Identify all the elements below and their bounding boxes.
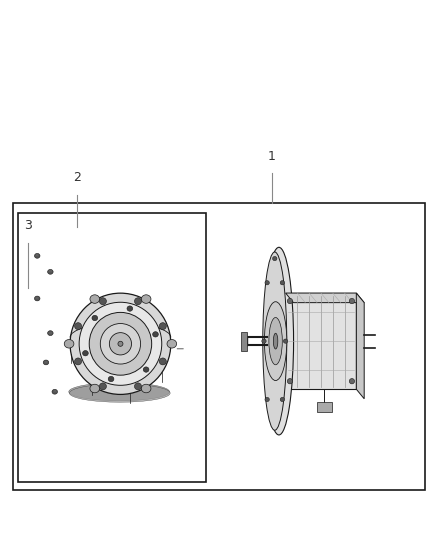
Ellipse shape (90, 295, 99, 303)
Ellipse shape (52, 389, 57, 394)
Ellipse shape (263, 252, 287, 430)
Ellipse shape (280, 280, 285, 285)
Ellipse shape (283, 339, 288, 343)
Ellipse shape (349, 298, 354, 304)
Ellipse shape (83, 351, 88, 356)
Ellipse shape (262, 339, 266, 343)
Ellipse shape (110, 333, 131, 355)
Ellipse shape (280, 398, 285, 402)
Bar (317, 402, 332, 411)
Ellipse shape (64, 340, 74, 348)
Polygon shape (356, 293, 364, 399)
Text: 2: 2 (73, 171, 81, 184)
Ellipse shape (79, 302, 162, 385)
Ellipse shape (69, 383, 170, 401)
Ellipse shape (159, 358, 166, 365)
Text: 1: 1 (268, 150, 276, 163)
Ellipse shape (265, 398, 269, 402)
Polygon shape (286, 293, 364, 303)
Ellipse shape (349, 378, 354, 384)
Ellipse shape (269, 318, 283, 365)
Ellipse shape (159, 322, 166, 329)
Ellipse shape (127, 306, 133, 311)
Ellipse shape (35, 253, 40, 258)
Ellipse shape (90, 384, 99, 393)
Ellipse shape (99, 298, 106, 305)
Ellipse shape (287, 378, 293, 384)
Bar (286, 293, 356, 389)
Ellipse shape (134, 383, 141, 390)
Ellipse shape (69, 384, 170, 402)
Ellipse shape (92, 316, 98, 321)
Ellipse shape (167, 340, 177, 348)
Ellipse shape (48, 330, 53, 336)
Ellipse shape (143, 367, 149, 372)
Ellipse shape (272, 256, 277, 261)
Bar (13, 203, 425, 490)
Ellipse shape (74, 322, 81, 329)
Ellipse shape (43, 360, 49, 365)
Ellipse shape (273, 333, 278, 349)
Ellipse shape (134, 298, 141, 305)
Ellipse shape (35, 296, 40, 301)
Ellipse shape (108, 376, 114, 382)
Text: 3: 3 (25, 219, 32, 232)
Ellipse shape (141, 384, 151, 393)
Ellipse shape (152, 332, 158, 337)
Ellipse shape (48, 269, 53, 274)
Ellipse shape (287, 298, 293, 304)
Ellipse shape (265, 280, 269, 285)
Ellipse shape (74, 358, 81, 365)
Ellipse shape (264, 247, 293, 435)
Ellipse shape (100, 324, 141, 364)
Ellipse shape (265, 302, 287, 381)
Ellipse shape (70, 293, 171, 394)
Ellipse shape (141, 295, 151, 303)
Ellipse shape (99, 383, 106, 390)
Bar (18, 213, 206, 482)
Ellipse shape (89, 312, 152, 375)
Bar (241, 332, 247, 351)
Ellipse shape (118, 341, 123, 346)
